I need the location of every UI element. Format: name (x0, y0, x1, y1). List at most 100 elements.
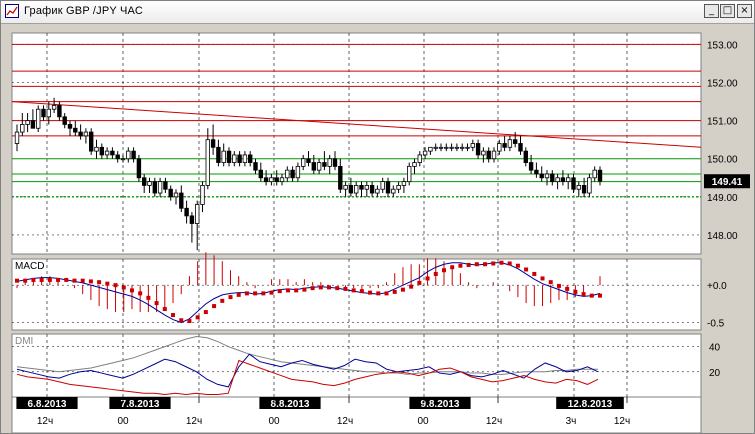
date-label: 8.8.2013 (271, 399, 310, 410)
minimize-button[interactable]: _ (704, 4, 719, 18)
candle-body (481, 150, 486, 156)
macd-signal-dot (335, 286, 340, 291)
candle-body (115, 154, 120, 160)
candle-body (550, 173, 555, 183)
candle-body (523, 150, 528, 163)
date-label: 12.8.2013 (568, 399, 613, 410)
candle-body (465, 146, 470, 149)
candle-body (200, 185, 205, 205)
candle-body (306, 158, 311, 163)
macd-signal-dot (598, 293, 602, 298)
candle-body (555, 177, 560, 183)
candle-body (311, 162, 316, 171)
candle-body (232, 154, 237, 163)
candle-body (300, 158, 306, 167)
candle-body (157, 181, 163, 194)
macd-signal-dot (351, 288, 356, 293)
candle-body (269, 177, 274, 183)
date-label-box (556, 397, 624, 409)
candle-body (391, 188, 396, 194)
macd-signal-dot (417, 280, 422, 285)
macd-signal-dot (581, 292, 586, 297)
candle-body (449, 146, 454, 149)
candle-body (338, 165, 343, 190)
price-tick-label: 148.00 (707, 231, 738, 242)
hour-label: 00 (117, 416, 129, 427)
candle-body (327, 158, 332, 167)
dmi-label: DMI (15, 336, 33, 347)
current-price-tag (704, 174, 750, 189)
macd-signal-dot (39, 277, 44, 282)
macd-signal-dot (212, 304, 217, 309)
candle-body (141, 177, 147, 186)
price-panel[interactable] (11, 32, 702, 255)
candle-body (194, 204, 200, 224)
macd-signal-dot (294, 288, 299, 293)
candle-body (25, 120, 30, 125)
candle-body (247, 154, 253, 163)
macd-signal-dot (203, 310, 208, 315)
candle-body (581, 185, 587, 194)
macd-signal-dot (507, 261, 512, 266)
macd-signal-dot (573, 289, 578, 294)
macd-signal-dot (261, 291, 266, 296)
macd-signal-dot (179, 318, 184, 323)
candle-body (571, 177, 576, 190)
candle-body (566, 177, 571, 183)
candle-body (343, 185, 348, 190)
macd-signal-dot (47, 277, 52, 282)
candle-body (216, 146, 221, 163)
candle-body (502, 143, 507, 148)
candle-body (57, 104, 62, 118)
macd-signal-dot (384, 291, 389, 296)
candle-body (422, 150, 428, 156)
price-tick-label: 151.00 (707, 117, 738, 128)
date-label: 6.8.2013 (28, 399, 67, 410)
dmi-panel[interactable] (11, 333, 702, 398)
macd-signal-dot (491, 261, 496, 266)
hour-label: 12ч (486, 416, 502, 427)
candle-body (41, 108, 46, 118)
macd-signal-dot (187, 319, 192, 324)
macd-signal-dot (483, 262, 488, 267)
candle-body (14, 131, 20, 144)
candle-body (433, 146, 438, 149)
macd-signal-dot (236, 292, 241, 297)
candle-body (592, 169, 597, 179)
macd-signal-dot (171, 313, 176, 318)
candle-body (226, 150, 232, 163)
macd-signal-dot (244, 291, 249, 296)
candle-body (396, 185, 401, 190)
macd-tick-label: +0.0 (707, 281, 727, 292)
macd-signal-dot (31, 277, 36, 282)
candle-body (507, 139, 513, 148)
candle-body (332, 158, 338, 167)
candle-body (438, 146, 444, 149)
macd-signal-dot (97, 280, 102, 285)
candle-body (258, 169, 263, 179)
candle-body (428, 146, 433, 152)
candle-body (274, 177, 279, 183)
date-label-box (409, 397, 471, 409)
close-button[interactable]: × (737, 4, 752, 18)
title-bar[interactable]: График GBP /JPY ЧАС _ □ × (1, 1, 754, 24)
date-label-box (109, 397, 171, 409)
candle-body (189, 215, 195, 224)
macd-signal-dot (277, 289, 282, 294)
candle-body (375, 188, 380, 194)
candle-body (316, 162, 322, 171)
macd-signal-dot (450, 265, 455, 270)
candle-body (30, 120, 36, 129)
date-label: 9.8.2013 (421, 399, 460, 410)
macd-signal-dot (540, 276, 545, 281)
macd-signal-dot (409, 284, 414, 289)
maximize-button[interactable]: □ (720, 4, 735, 18)
candle-body (51, 104, 57, 110)
candle-body (62, 116, 67, 125)
macd-signal-dot (113, 283, 118, 288)
candle-body (597, 169, 603, 182)
macd-signal-dot (589, 293, 594, 298)
candle-body (36, 108, 41, 129)
